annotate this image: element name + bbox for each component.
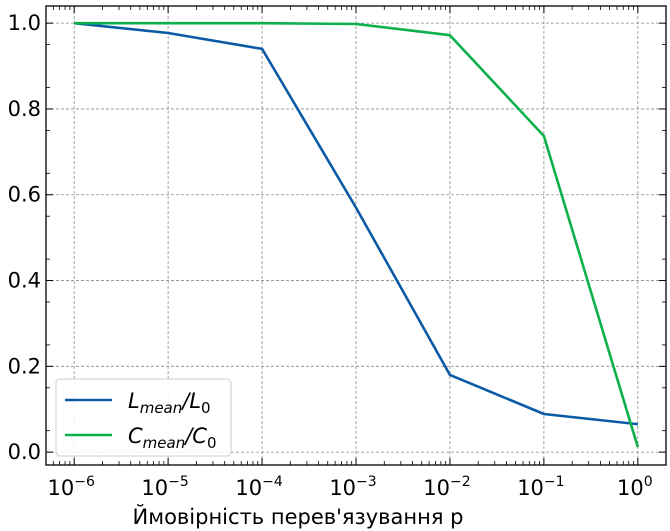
x-tick-label: 10−6: [47, 474, 94, 500]
x-tick-label: 10−5: [141, 474, 188, 500]
x-tick-label: 10−3: [329, 474, 376, 500]
x-tick-label: 100: [617, 474, 653, 500]
legend: Lmean/L0 Cmean/C0: [55, 378, 232, 457]
y-tick-label: 0.0: [8, 440, 41, 464]
y-tick-label: 1.0: [8, 11, 41, 35]
y-tick-label: 0.8: [8, 97, 41, 121]
legend-label-2: Cmean/C0: [128, 424, 217, 452]
x-tick-label: 10−1: [517, 474, 564, 500]
legend-box: [55, 378, 232, 457]
y-tick-label: 0.6: [8, 183, 41, 207]
y-tick-label: 0.4: [8, 269, 41, 293]
x-tick-label: 10−2: [423, 474, 470, 500]
y-tick-label: 0.2: [8, 354, 41, 378]
x-axis-label: Ймовірність перев'язування p: [133, 504, 464, 529]
tick-labels: 10−6 10−5 10−4 10−3 10−2 10−1 100 0.0 0.2 0.4 0.6 0…: [8, 11, 653, 500]
legend-label-1: Lmean/L0: [128, 389, 211, 417]
x-tick-label: 10−4: [235, 474, 282, 500]
axis-ticks: [46, 6, 666, 465]
series-line-1: [74, 21, 638, 426]
series-lines: [74, 21, 640, 448]
series-line-2: [74, 21, 640, 448]
